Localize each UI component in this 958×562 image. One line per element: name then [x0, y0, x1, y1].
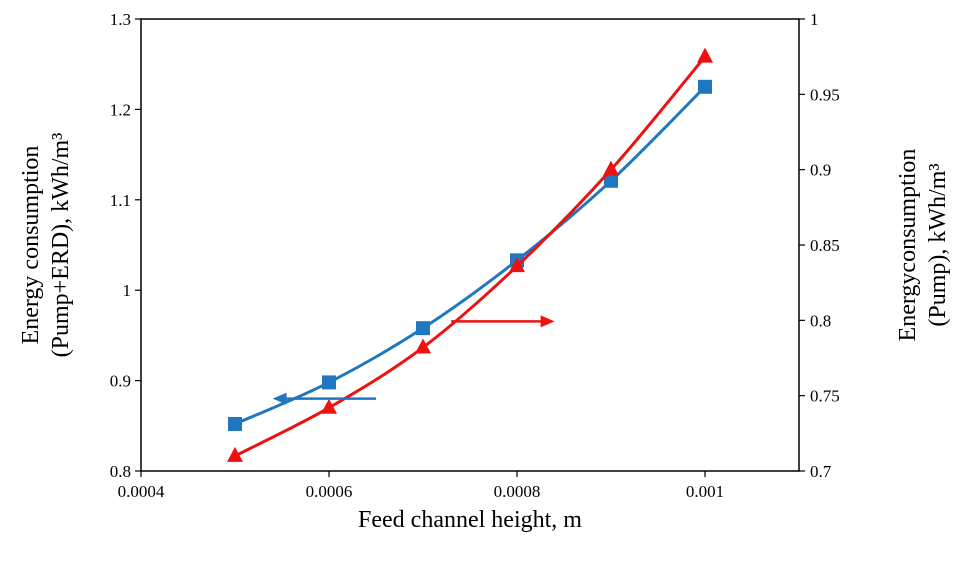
- data-point-square: [322, 375, 336, 390]
- series-left-axis: [228, 79, 712, 431]
- y-left-tick-label: 1: [123, 281, 132, 300]
- right-axis-title: Energyconsumption (Pump), kWh/m³: [895, 149, 951, 342]
- left-axis-arrow-head: [272, 392, 287, 405]
- y-right-tick-label: 0.9: [810, 161, 831, 180]
- x-tick-label: 0.001: [686, 482, 724, 501]
- y-left-tick-label: 1.3: [110, 10, 131, 29]
- y-left-tick-label: 0.8: [110, 462, 131, 481]
- left-axis-title-line-2: (Pump+ERD), kWh/m³: [48, 133, 74, 358]
- y-right-tick-label: 0.75: [810, 387, 840, 406]
- x-tick-label: 0.0004: [118, 482, 165, 501]
- data-point-square: [604, 173, 618, 188]
- y-right-tick-label: 1: [810, 10, 819, 29]
- annotation-layer: [272, 315, 555, 405]
- data-point-square: [698, 79, 712, 94]
- series-line: [234, 85, 707, 426]
- right-axis-arrow-head: [540, 315, 555, 328]
- right-axis-title-line-2: (Pump), kWh/m³: [925, 163, 951, 326]
- data-point-square: [228, 416, 242, 431]
- data-point-triangle: [509, 257, 525, 273]
- data-point-triangle: [603, 160, 619, 176]
- y-right-tick-label: 0.7: [810, 462, 832, 481]
- left-axis-title-line-1: Energy consumption: [18, 146, 44, 345]
- ticks-layer: 0.0004 0.0006 0.0008 0.001 0.8 0.9 1 1.1 1.2 1.3 0…: [110, 10, 840, 501]
- x-tick-label: 0.0008: [494, 482, 541, 501]
- data-point-square: [416, 321, 430, 336]
- y-right-tick-label: 0.85: [810, 236, 840, 255]
- y-right-tick-label: 0.95: [810, 85, 840, 104]
- x-tick-label: 0.0006: [306, 482, 353, 501]
- data-point-triangle: [321, 398, 337, 414]
- series-line: [234, 55, 707, 458]
- y-right-tick-label: 0.8: [810, 311, 831, 330]
- y-left-tick-label: 1.2: [110, 100, 131, 119]
- right-axis-title-line-1: Energyconsumption: [895, 149, 921, 342]
- series-layer: [227, 47, 713, 462]
- data-point-triangle: [697, 47, 713, 63]
- series-right-axis: [227, 47, 713, 462]
- x-axis-title: Feed channel height, m: [358, 507, 582, 533]
- left-axis-title: Energy consumption (Pump+ERD), kWh/m³: [18, 133, 74, 358]
- y-left-tick-label: 1.1: [110, 191, 131, 210]
- y-left-tick-label: 0.9: [110, 372, 131, 391]
- data-point-triangle: [227, 446, 243, 462]
- data-point-triangle: [415, 338, 431, 354]
